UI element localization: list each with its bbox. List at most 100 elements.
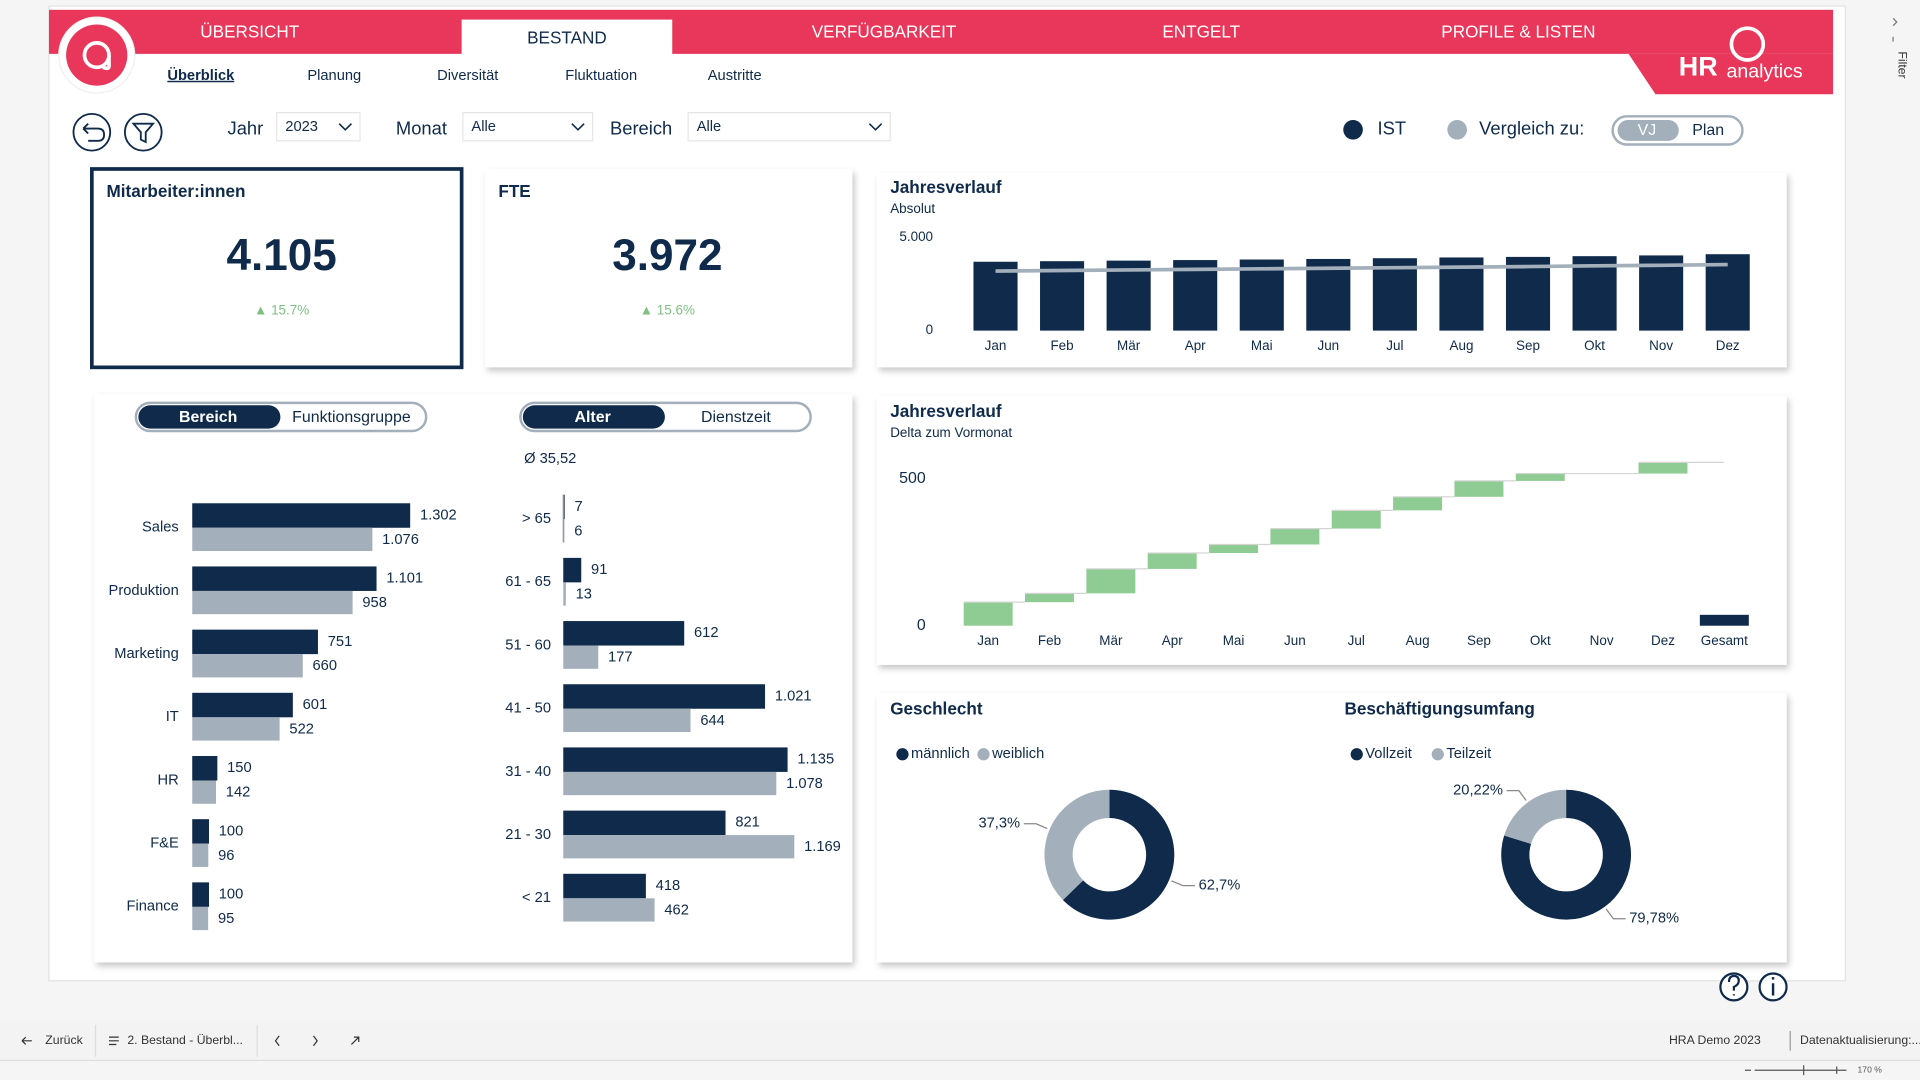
kpi-card[interactable] [90,167,464,370]
chart-subtitle: Absolut [890,201,935,216]
kpi-change: ▲ 15.6% [640,303,695,318]
footer-refresh: Datenaktualisierung:... [1800,1033,1920,1047]
bar [192,843,209,867]
dropdown[interactable] [276,112,361,142]
bar [1306,258,1351,331]
side-icons[interactable] [1892,17,1898,42]
x-tick-label: Jan [985,338,1007,353]
sub-tab[interactable]: Diversität [437,68,498,84]
toggle-option[interactable]: Alter [575,409,611,426]
toggle-option[interactable]: Funktionsgruppe [292,409,411,426]
x-tick-label: Sep [1467,633,1491,648]
dropdown[interactable] [462,112,594,142]
kpi-title: FTE [498,181,530,201]
value-label: 1.076 [382,532,419,548]
nav-tab[interactable]: ENTGELT [1162,22,1240,42]
waterfall-bar [1209,544,1259,554]
legend-label: Teilzeit [1446,746,1491,762]
y-tick-label: 5.000 [899,229,933,244]
toggle-active [1617,120,1679,141]
filter-reset-icon[interactable] [123,112,163,152]
logo-icon [1729,26,1766,62]
dropdown[interactable] [687,112,891,142]
bar [192,882,209,907]
bar [192,629,318,655]
footer-pages-icon[interactable] [108,1036,119,1046]
toggle-active [138,405,281,429]
bar [563,873,646,899]
footer-back-icon[interactable] [21,1036,32,1045]
waterfall-total [1699,614,1749,626]
y-tick-label: 500 [899,470,926,487]
chart-title: Beschäftigungsumfang [1344,699,1534,719]
x-tick-label: Apr [1162,633,1183,648]
nav-tab[interactable]: PROFILE & LISTEN [1441,22,1595,42]
category-label: Marketing [114,646,179,662]
x-tick-label: Feb [1050,338,1073,353]
bar [1173,260,1218,331]
nav-tab[interactable]: ÜBERSICHT [200,22,299,42]
dropdown-value: Alle [697,119,722,135]
chart-card [94,394,853,963]
x-tick-label: Jun [1284,633,1306,648]
category-label: Finance [127,899,179,915]
footer-page[interactable]: 2. Bestand - Überbl... [127,1033,243,1047]
bar [1439,257,1484,331]
bar [192,566,377,591]
toggle-option[interactable]: Bereich [179,409,237,426]
waterfall-bar [1270,528,1320,545]
chart-subtitle: Delta zum Vormonat [890,425,1012,440]
footer-nav-icons[interactable] [274,1035,360,1047]
x-tick-label: Jul [1348,633,1365,648]
category-label: F&E [150,836,179,852]
sub-tab[interactable]: Fluktuation [565,68,637,84]
logo-text: analytics [1727,60,1803,82]
category-label: Produktion [109,583,179,599]
footer-back[interactable]: Zurück [45,1033,83,1047]
chart-card [876,693,1787,963]
x-tick-label: Aug [1406,633,1430,648]
logo-at-tail [102,55,111,71]
bar [192,819,209,844]
value-label: 462 [664,902,689,918]
nav-tab[interactable]: BESTAND [527,28,607,48]
nav-tab[interactable]: VERFÜGBARKEIT [812,22,957,42]
kpi-card[interactable] [484,168,853,368]
filter-label: Bereich [610,118,672,139]
bar [563,810,726,836]
dropdown-value: 2023 [285,119,318,135]
logo-circle [66,24,128,86]
bar [563,898,655,922]
active-tab[interactable] [461,19,673,57]
x-tick-label: Jun [1317,338,1339,353]
donut-slice [1044,789,1110,901]
toggle-option[interactable]: VJ [1638,122,1657,139]
dropdown-chevron [338,123,352,131]
category-label: < 21 [522,890,551,906]
value-label: 601 [303,697,328,713]
filter-label: Monat [396,118,447,139]
toggle-option[interactable]: Dienstzeit [701,409,771,426]
back-icon[interactable] [72,112,112,152]
x-tick-label: Mai [1223,633,1245,648]
category-label: > 65 [522,511,551,527]
zoom-slider[interactable] [1744,1065,1847,1076]
x-tick-label: Aug [1449,338,1473,353]
bar [1372,258,1417,331]
bar [192,590,353,615]
value-label: 522 [289,721,314,737]
y-tick-label: 0 [926,322,933,337]
toggle-option[interactable]: Plan [1692,122,1724,139]
x-tick-label: Apr [1185,338,1206,353]
bar [563,557,582,583]
sub-tab[interactable]: Planung [307,68,361,84]
sub-tab[interactable]: Austritte [708,68,762,84]
x-tick-label: Mär [1099,633,1123,648]
sub-tab[interactable]: Überblick [167,67,235,84]
value-label: 1.135 [797,752,834,768]
side-filter[interactable]: Filter [1895,51,1909,78]
value-label: 751 [328,634,353,650]
category-label: HR [158,772,179,788]
bar [563,494,565,520]
bar [563,684,766,709]
